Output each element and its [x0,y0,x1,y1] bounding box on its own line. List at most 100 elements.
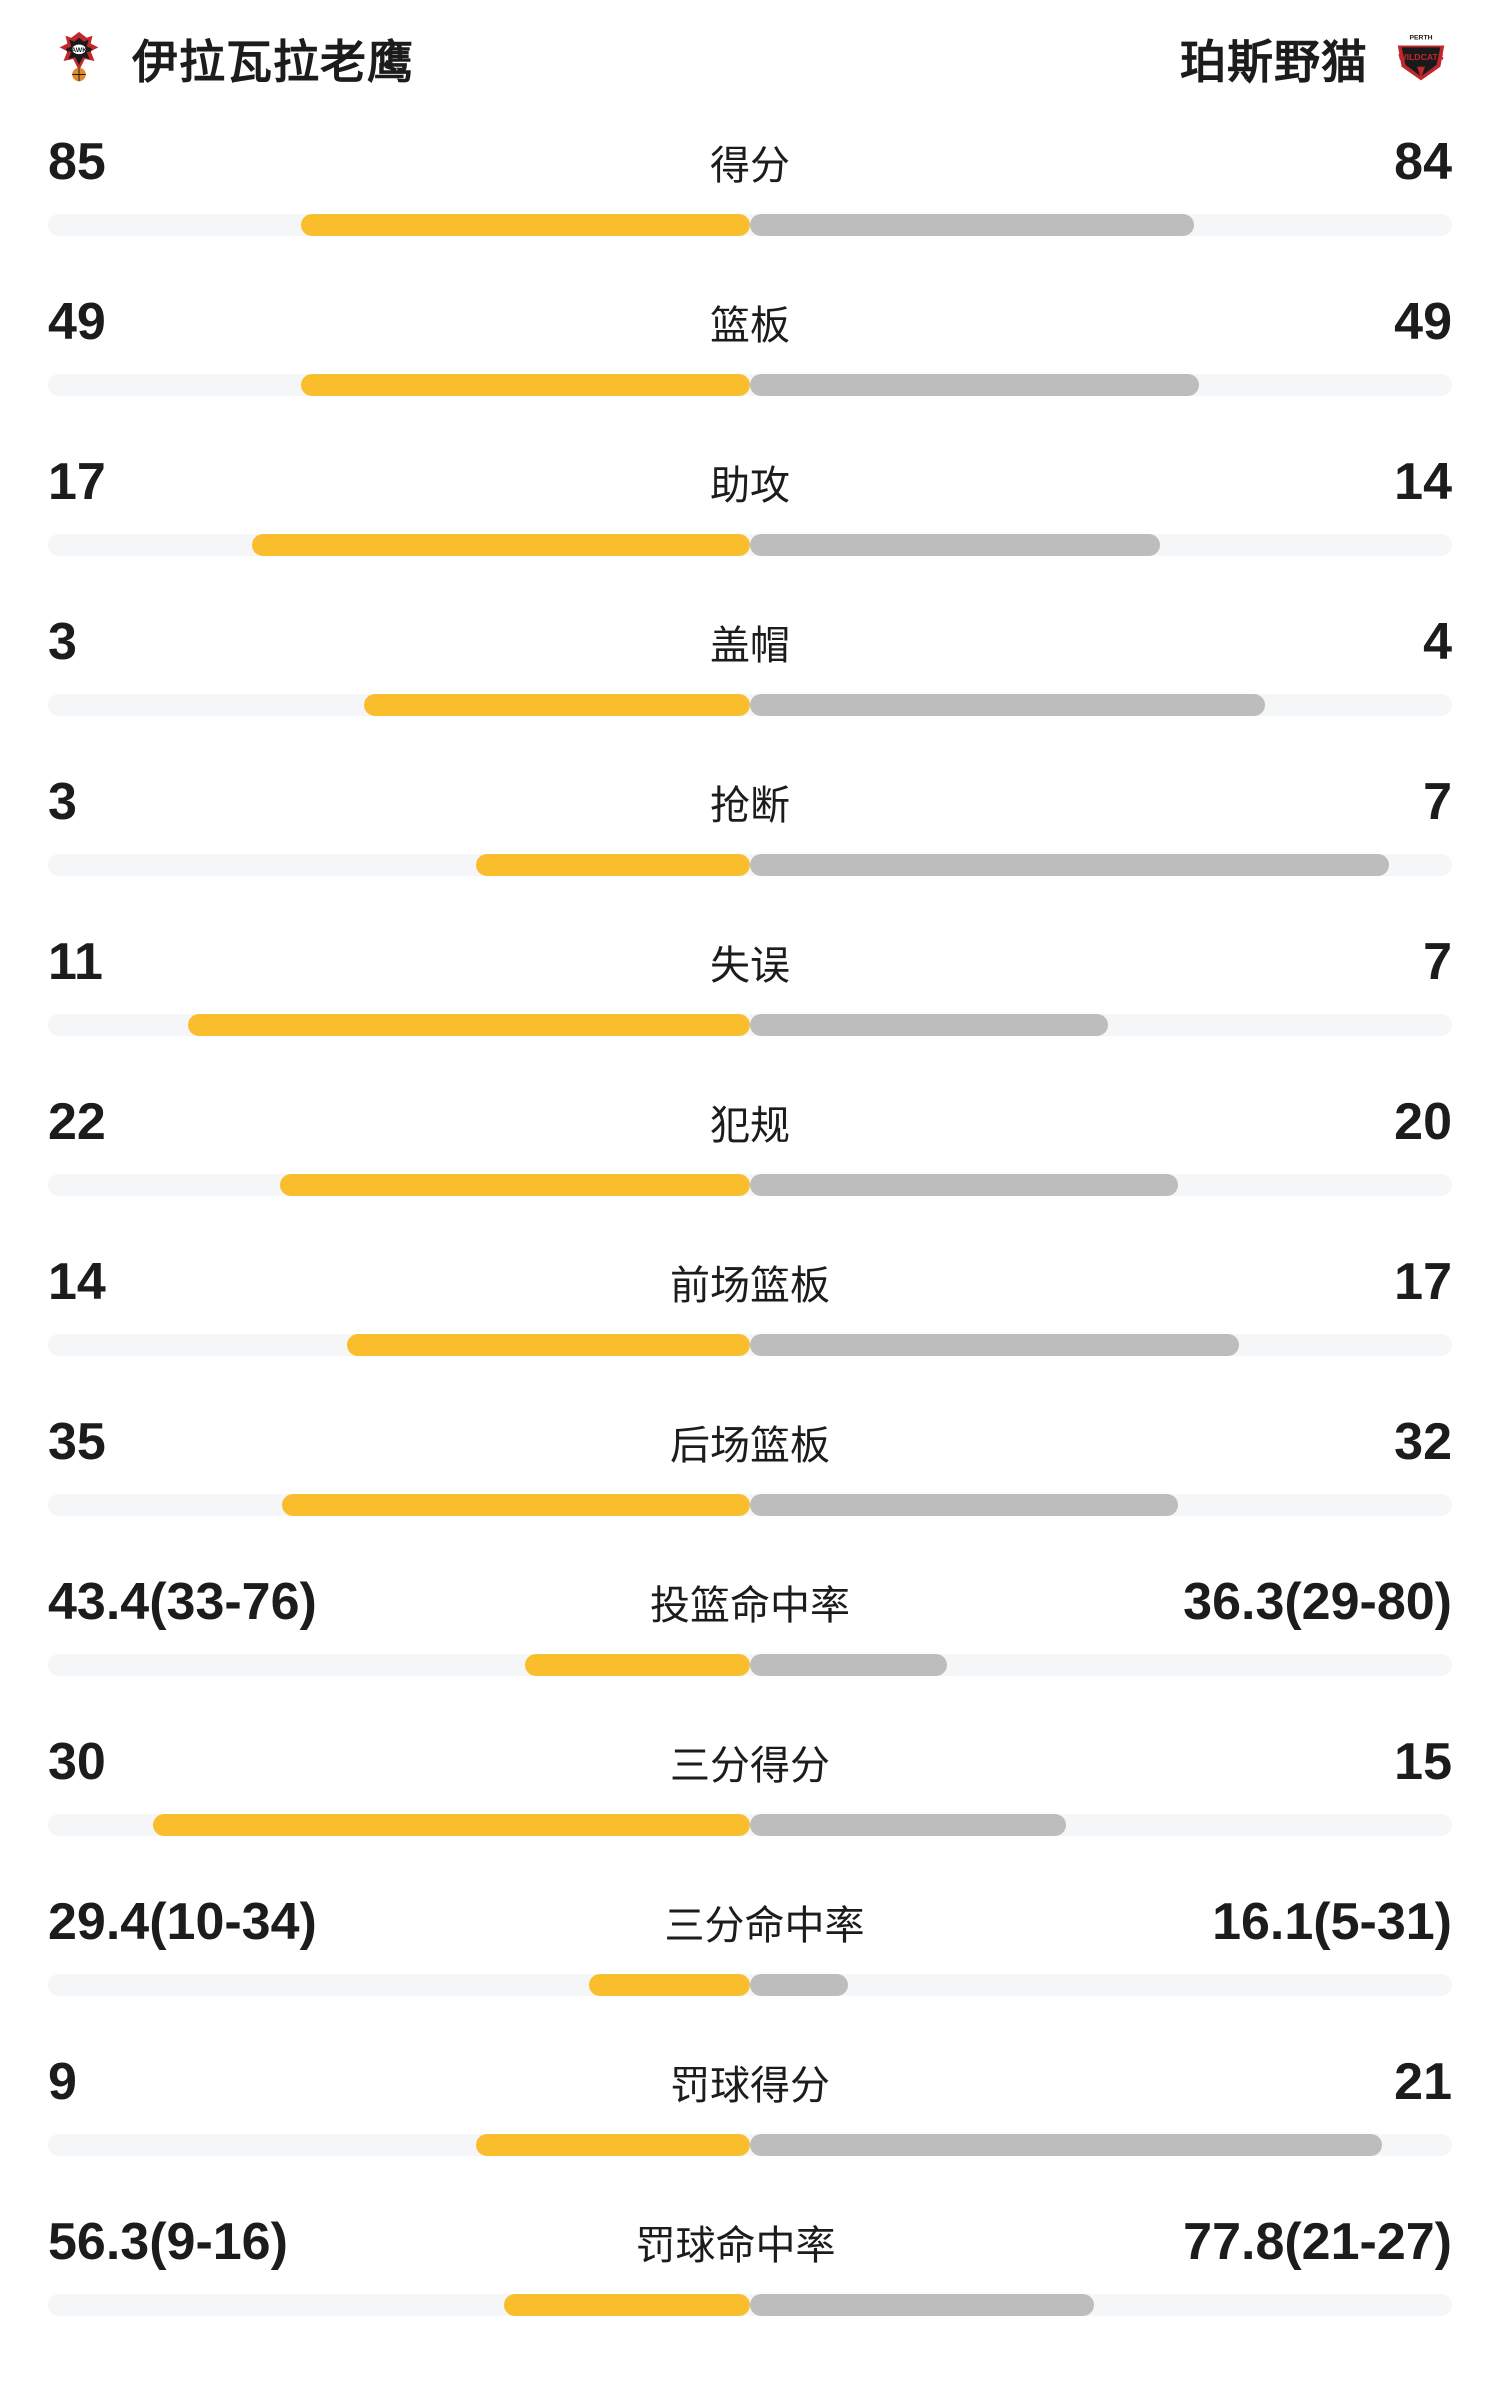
away-stat-value: 7 [1423,773,1452,831]
away-stat-value: 84 [1394,133,1452,191]
stat-bar-track [48,2134,1452,2156]
home-stat-bar [588,1974,750,1996]
away-stat-bar [750,1334,1239,1356]
stat-label: 得分 [710,144,790,188]
home-stat-value: 3 [48,613,77,671]
stat-row: 22 犯规 20 [48,1078,1452,1238]
away-stat-value: 32 [1394,1413,1452,1471]
away-stat-bar [750,1974,849,1996]
home-stat-value: 17 [48,453,106,511]
home-stat-bar [153,1814,750,1836]
away-stat-value: 4 [1423,613,1452,671]
stat-row-values: 49 篮板 49 [48,278,1452,374]
away-stat-bar [750,1494,1179,1516]
home-stat-bar [300,374,750,396]
away-stat-value: 36.3(29-80) [1183,1573,1452,1631]
stat-bar-track [48,1334,1452,1356]
wildcats-logo-icon: PERTH WILDCATS [1397,35,1445,81]
stats-list: 85 得分 84 49 篮板 49 17 助攻 14 3 盖帽 4 3 抢断 7 11 失误 7 22 犯规 20 14 前… [48,118,1452,2358]
away-stat-value: 77.8(21-27) [1183,2213,1452,2271]
svg-text:PERTH: PERTH [1410,35,1433,42]
stat-row: 3 盖帽 4 [48,598,1452,758]
home-team[interactable]: HAWKS 伊拉瓦拉老鹰 [48,26,414,92]
away-stat-bar [750,2294,1094,2316]
stat-row: 56.3(9-16) 罚球命中率 77.8(21-27) [48,2198,1452,2358]
stat-row-values: 9 罚球得分 21 [48,2038,1452,2134]
home-stat-value: 3 [48,773,77,831]
stat-row: 29.4(10-34) 三分命中率 16.1(5-31) [48,1878,1452,2038]
home-stat-bar [279,1174,750,1196]
stat-row-values: 22 犯规 20 [48,1078,1452,1174]
home-stat-value: 22 [48,1093,106,1151]
stat-label: 罚球命中率 [635,2224,836,2268]
stat-bar-track [48,1974,1452,1996]
away-stat-bar [750,2134,1382,2156]
home-stat-value: 35 [48,1413,106,1471]
stat-row-values: 3 抢断 7 [48,758,1452,854]
home-team-name: 伊拉瓦拉老鹰 [132,36,414,88]
away-team-name: 珀斯野猫 [1180,36,1368,88]
stat-label: 失误 [710,944,790,988]
stat-bar-track [48,1014,1452,1036]
stat-label: 盖帽 [710,624,790,668]
home-stat-value: 43.4(33-76) [48,1573,317,1631]
hawks-logo-icon: HAWKS [59,31,99,82]
away-stat-bar [750,1814,1066,1836]
stat-row: 85 得分 84 [48,118,1452,278]
stat-bar-track [48,374,1452,396]
svg-text:HAWKS: HAWKS [66,47,92,54]
home-stat-bar [525,1654,750,1676]
home-stat-bar [188,1014,750,1036]
away-stat-value: 7 [1423,933,1452,991]
stat-row: 30 三分得分 15 [48,1718,1452,1878]
away-stat-value: 20 [1394,1093,1452,1151]
stat-row: 11 失误 7 [48,918,1452,1078]
stat-bar-track [48,214,1452,236]
away-stat-bar [750,854,1389,876]
stat-bar-track [48,534,1452,556]
away-stat-bar [750,694,1266,716]
stat-label: 三分得分 [670,1744,830,1788]
away-stat-bar [750,534,1160,556]
stat-label: 投篮命中率 [650,1584,850,1628]
home-stat-bar [363,694,750,716]
home-stat-value: 49 [48,293,106,351]
away-stat-value: 14 [1394,453,1452,511]
stat-bar-track [48,694,1452,716]
away-stat-bar [750,1014,1109,1036]
away-stat-value: 16.1(5-31) [1212,1893,1452,1951]
home-stat-value: 11 [48,933,103,991]
stat-bar-track [48,854,1452,876]
away-stat-bar [750,214,1194,236]
home-stat-bar [282,1494,750,1516]
stat-label: 前场篮板 [670,1264,830,1308]
home-stat-bar [476,2134,750,2156]
away-stat-bar [750,374,1200,396]
stat-label: 犯规 [710,1104,790,1148]
stat-row-values: 35 后场篮板 32 [48,1398,1452,1494]
away-stat-value: 15 [1394,1733,1452,1791]
stat-label: 三分命中率 [664,1904,865,1948]
away-stat-value: 49 [1394,293,1452,351]
stat-bar-track [48,2294,1452,2316]
stat-row-values: 85 得分 84 [48,118,1452,214]
stat-row-values: 11 失误 7 [48,918,1452,1014]
home-stat-bar [251,534,750,556]
stat-label: 后场篮板 [670,1424,830,1468]
stat-row-values: 29.4(10-34) 三分命中率 16.1(5-31) [48,1878,1452,1974]
stat-row: 49 篮板 49 [48,278,1452,438]
away-stat-value: 17 [1394,1253,1452,1311]
home-stat-bar [347,1334,750,1356]
home-stat-bar [476,854,750,876]
away-stat-value: 21 [1394,2053,1452,2111]
stat-label: 篮板 [710,304,790,348]
stat-label: 抢断 [710,784,790,828]
home-stat-value: 29.4(10-34) [48,1893,317,1951]
stat-row: 17 助攻 14 [48,438,1452,598]
away-team[interactable]: 珀斯野猫 PERTH WILDCATS [1180,26,1452,92]
stat-row-values: 17 助攻 14 [48,438,1452,534]
stat-row: 3 抢断 7 [48,758,1452,918]
stat-row: 43.4(33-76) 投篮命中率 36.3(29-80) [48,1558,1452,1718]
stat-row: 9 罚球得分 21 [48,2038,1452,2198]
